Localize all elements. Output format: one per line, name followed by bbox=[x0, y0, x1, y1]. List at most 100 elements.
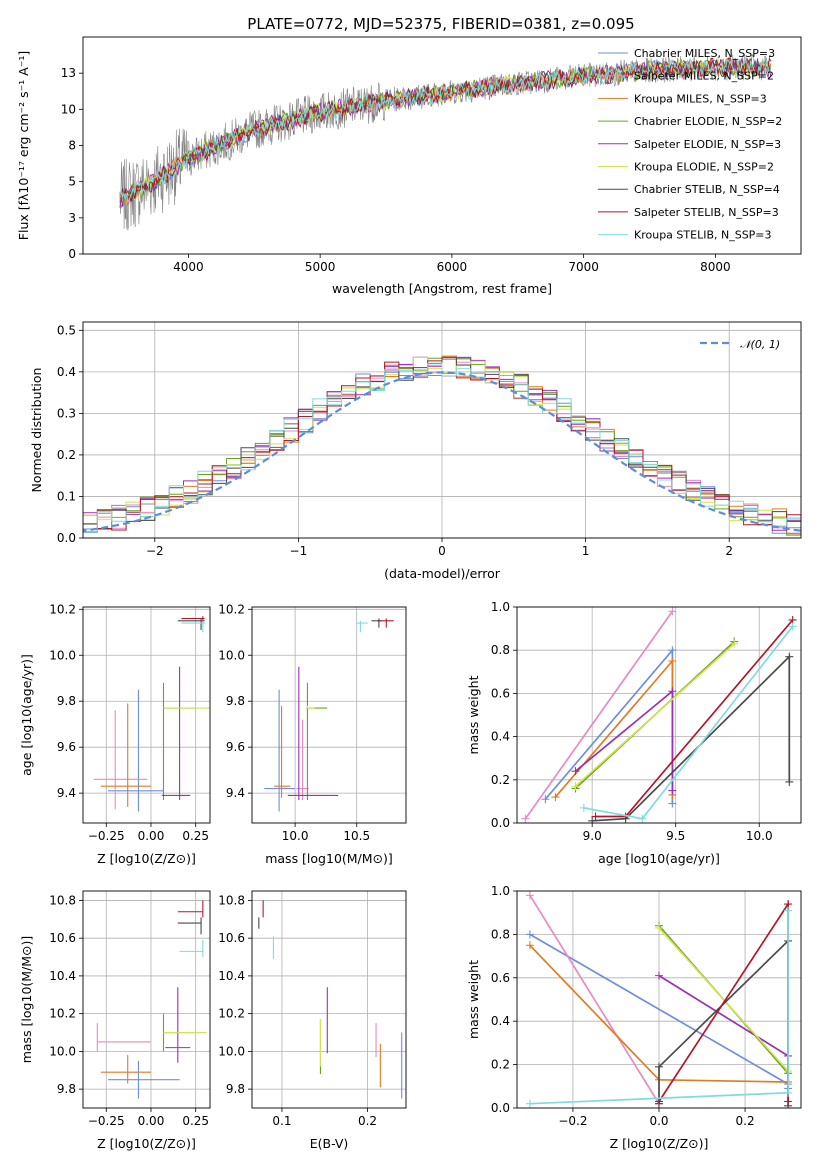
mass_weight_vs_age-ylabel: mass weight bbox=[466, 675, 481, 754]
mass_weight_vs_age-xlabel: age [log10(age/yr)] bbox=[598, 851, 720, 866]
mass_weight_vs_age-axes: 9.0 9.5 10.0 0.0 0.2 0.4 0.6 0.8 1.0 bbox=[491, 600, 801, 843]
mass-weight-line bbox=[592, 654, 791, 822]
x-tick-label: 8000 bbox=[700, 260, 731, 274]
y-tick-label: 10.8 bbox=[49, 893, 76, 907]
y-tick-label: 10.0 bbox=[49, 648, 76, 662]
mass-weight-marker bbox=[785, 777, 794, 786]
mass-weight-marker bbox=[668, 657, 677, 665]
errorbar-point bbox=[177, 900, 204, 918]
residuals-axes: −2 −1 0 1 2 0.0 0.1 0.2 0.3 0.4 0.5 bbox=[57, 322, 801, 558]
mass-weight-marker bbox=[571, 782, 580, 791]
errorbar-point bbox=[177, 917, 202, 935]
mass_vs_Z-xlabel: Z [log10(Z/Z⊙)] bbox=[97, 1136, 196, 1151]
mass-weight-marker bbox=[571, 767, 580, 776]
errorbar-point bbox=[306, 682, 328, 801]
mass-weight-marker bbox=[668, 786, 677, 795]
y-tick-label: 0.1 bbox=[57, 489, 76, 503]
mass-weight-line bbox=[544, 647, 674, 804]
x-tick-label: 10.0 bbox=[746, 829, 773, 843]
y-tick-label: 9.8 bbox=[226, 694, 245, 708]
mass-weight-marker bbox=[638, 814, 647, 823]
mass-weight-marker bbox=[521, 814, 530, 823]
residuals-frame bbox=[82, 321, 802, 539]
mass-weight-marker bbox=[668, 646, 677, 655]
y-tick-label: 0.4 bbox=[57, 365, 76, 379]
errorbar-point bbox=[100, 703, 151, 807]
y-tick-label: 10.8 bbox=[218, 893, 245, 907]
mass-weight-marker bbox=[591, 812, 600, 821]
mass-weight-line bbox=[595, 619, 794, 818]
legend-label: Kroupa ELODIE, N_SSP=2 bbox=[634, 161, 774, 174]
errorbar-point bbox=[108, 1060, 180, 1099]
errorbar-point bbox=[181, 620, 205, 633]
legend-label: Salpeter MILES, N_SSP=2 bbox=[634, 70, 774, 83]
y-tick-label: 10.2 bbox=[218, 602, 245, 616]
errorbar-point bbox=[264, 689, 296, 812]
mass_vs_EBV-axes: 0.1 0.2 9.8 10.0 10.2 10.4 10.6 10.8 bbox=[218, 891, 406, 1128]
mass-weight-line bbox=[524, 610, 674, 820]
y-tick-label: 10.4 bbox=[49, 969, 76, 983]
y-tick-label: 0.2 bbox=[491, 1058, 510, 1072]
y-tick-label: 9.6 bbox=[57, 740, 76, 754]
y-tick-label: 10.6 bbox=[218, 931, 245, 945]
mass-weight-marker bbox=[655, 1062, 663, 1071]
y-tick-label: 0.3 bbox=[57, 406, 76, 420]
mass-weight-marker bbox=[784, 1097, 793, 1106]
x-tick-label: −1 bbox=[290, 544, 308, 558]
x-tick-label: −0.25 bbox=[88, 829, 125, 843]
errorbar-point bbox=[306, 705, 315, 709]
y-tick-label: 9.8 bbox=[57, 1082, 76, 1096]
y-tick-label: 1.0 bbox=[491, 600, 510, 614]
age_vs_mass-xlabel: mass [log10(M/M⊙)] bbox=[265, 851, 393, 866]
legend-label: Chabrier ELODIE, N_SSP=2 bbox=[634, 115, 782, 128]
y-tick-label: 10.2 bbox=[49, 602, 76, 616]
errorbar-point bbox=[179, 940, 204, 958]
y-tick-label: 10.6 bbox=[49, 931, 76, 945]
mass_weight_vs_Z-plot bbox=[525, 891, 793, 1108]
errorbar-point bbox=[108, 689, 164, 812]
y-tick-label: 8 bbox=[68, 139, 76, 153]
errorbar-point bbox=[93, 710, 148, 810]
mass-weight-marker bbox=[785, 652, 794, 661]
legend-label: Salpeter ELODIE, N_SSP=3 bbox=[634, 138, 781, 151]
x-tick-label: 0.00 bbox=[138, 829, 165, 843]
errorbar-point bbox=[161, 666, 191, 801]
x-tick-label: 4000 bbox=[173, 260, 204, 274]
legend-label: Chabrier MILES, N_SSP=3 bbox=[634, 47, 775, 60]
spectrum-plot bbox=[119, 53, 772, 231]
legend-label: Salpeter STELIB, N_SSP=3 bbox=[634, 206, 779, 219]
x-tick-label: 1 bbox=[582, 544, 590, 558]
y-tick-label: 9.8 bbox=[226, 1082, 245, 1096]
x-tick-label: 2 bbox=[725, 544, 733, 558]
x-tick-label: −0.2 bbox=[558, 1114, 587, 1128]
x-tick-label: 9.0 bbox=[583, 829, 602, 843]
y-tick-label: 0.6 bbox=[491, 971, 510, 985]
age_vs_Z-frame bbox=[82, 606, 211, 824]
mass-weight-marker bbox=[668, 799, 677, 808]
mass_weight_vs_Z-axes: −0.2 0.0 0.2 0.0 0.2 0.4 0.6 0.8 1.0 bbox=[491, 884, 801, 1128]
age_vs_Z-ylabel: age [log10(age/yr)] bbox=[19, 654, 34, 776]
legend-label: Chabrier STELIB, N_SSP=4 bbox=[634, 183, 780, 196]
x-tick-label: 0.2 bbox=[736, 1114, 755, 1128]
y-tick-label: 10.2 bbox=[49, 1007, 76, 1021]
mass-weight-marker bbox=[551, 793, 560, 802]
mass_vs_EBV-plot bbox=[258, 900, 403, 1099]
y-tick-label: 10.0 bbox=[218, 648, 245, 662]
residuals-ylabel: Normed distribution bbox=[29, 368, 44, 493]
spectrum-xlabel: wavelength [Angstrom, rest frame] bbox=[332, 281, 552, 296]
y-tick-label: 10.4 bbox=[218, 969, 245, 983]
mass-weight-line bbox=[658, 927, 789, 1072]
errorbar-point bbox=[274, 705, 291, 798]
mass-weight-line bbox=[583, 625, 794, 820]
mass-weight-marker bbox=[525, 1099, 534, 1108]
mass-weight-marker bbox=[541, 795, 550, 804]
y-tick-label: 10.0 bbox=[49, 1044, 76, 1058]
errorbar-point bbox=[296, 719, 309, 801]
mass-weight-marker bbox=[784, 906, 793, 915]
y-tick-label: 0.5 bbox=[57, 323, 76, 337]
y-tick-label: 10.0 bbox=[218, 1044, 245, 1058]
y-tick-label: 0.8 bbox=[491, 927, 510, 941]
age_vs_Z-xlabel: Z [log10(Z/Z⊙)] bbox=[97, 851, 196, 866]
figure-title: PLATE=0772, MJD=52375, FIBERID=0381, z=0… bbox=[247, 15, 634, 33]
